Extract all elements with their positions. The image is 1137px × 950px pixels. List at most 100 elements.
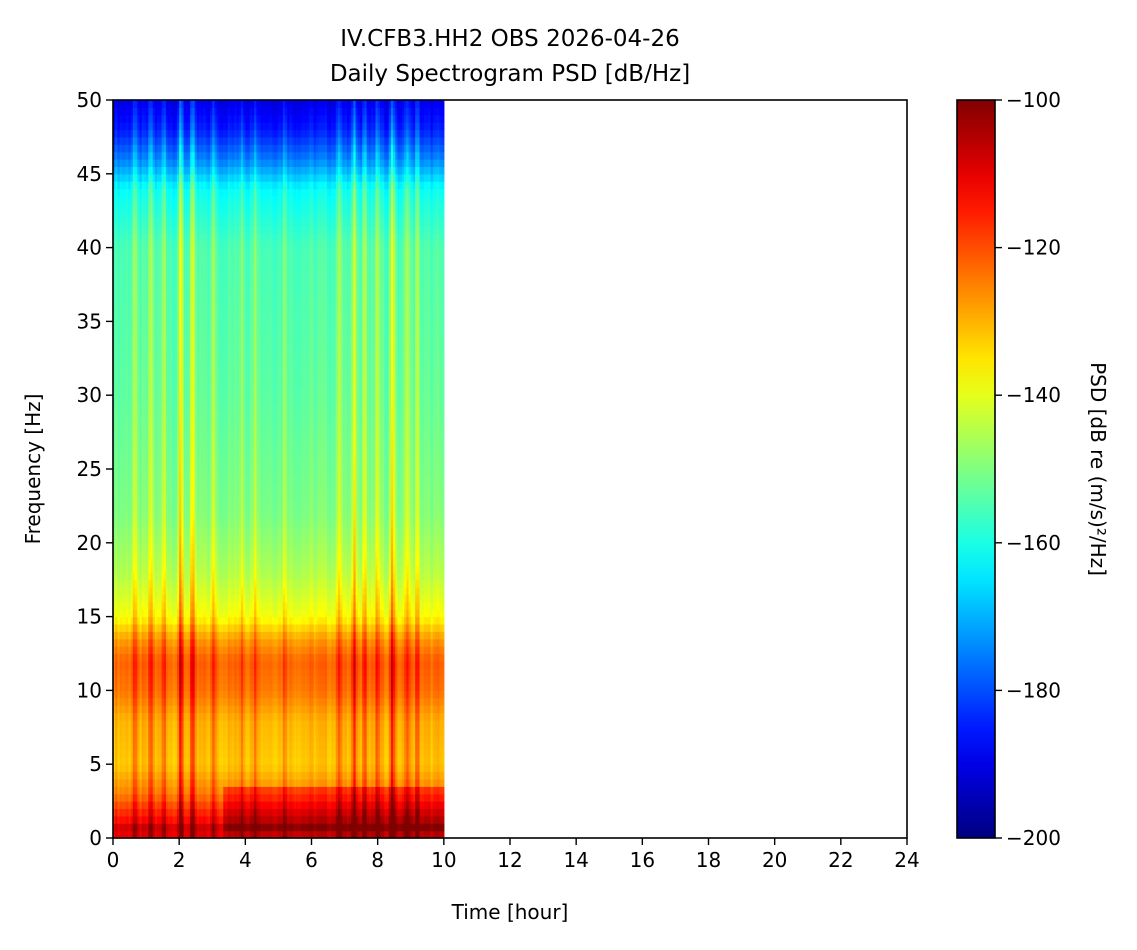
- heatmap-cell: [141, 469, 145, 477]
- heatmap-cell: [152, 601, 156, 610]
- heatmap-cell: [135, 240, 138, 249]
- heatmap-cell: [154, 284, 158, 293]
- heatmap-cell: [181, 528, 185, 537]
- heatmap-cell: [143, 151, 147, 160]
- heatmap-cell: [143, 498, 147, 507]
- heatmap-cell: [154, 439, 158, 448]
- heatmap-cell: [174, 491, 178, 500]
- heatmap-cell: [179, 616, 182, 625]
- heatmap-cell: [161, 373, 165, 382]
- heatmap-cell: [176, 616, 180, 625]
- heatmap-cell: [159, 801, 163, 810]
- heatmap-cell: [135, 328, 138, 337]
- heatmap-cell: [181, 587, 185, 596]
- heatmap-cell: [159, 358, 163, 367]
- heatmap-cell: [168, 675, 171, 684]
- heatmap-cell: [113, 446, 116, 455]
- heatmap-cell: [135, 365, 138, 374]
- heatmap-cell: [121, 277, 125, 286]
- heatmap-cell: [172, 195, 176, 204]
- heatmap-cell: [143, 631, 147, 640]
- heatmap-cell: [159, 727, 163, 736]
- heatmap-cell: [165, 395, 169, 404]
- heatmap-cell: [124, 815, 127, 824]
- heatmap-cell: [115, 188, 119, 197]
- heatmap-cell: [128, 269, 132, 278]
- heatmap-cell: [181, 195, 185, 204]
- heatmap-cell: [141, 277, 145, 286]
- heatmap-cell: [139, 136, 143, 145]
- heatmap-cell: [174, 454, 178, 463]
- heatmap-cell: [163, 299, 167, 308]
- heatmap-cell: [181, 572, 185, 581]
- heatmap-cell: [152, 683, 156, 691]
- heatmap-cell: [130, 587, 134, 596]
- heatmap-cell: [165, 579, 169, 588]
- heatmap-cell: [157, 144, 160, 153]
- heatmap-cell: [143, 358, 147, 367]
- heatmap-cell: [170, 306, 174, 315]
- heatmap-cell: [161, 616, 165, 625]
- heatmap-cell: [128, 483, 132, 492]
- heatmap-cell: [168, 513, 171, 522]
- heatmap-cell: [187, 594, 191, 603]
- heatmap-cell: [139, 151, 143, 160]
- heatmap-cell: [165, 771, 169, 780]
- heatmap-cell: [124, 668, 127, 677]
- heatmap-cell: [126, 815, 130, 824]
- heatmap-cell: [176, 815, 180, 824]
- heatmap-cell: [159, 653, 163, 662]
- heatmap-cell: [128, 181, 132, 190]
- heatmap-cell: [163, 505, 167, 514]
- heatmap-cell: [170, 225, 174, 234]
- heatmap-cell: [165, 269, 169, 278]
- heatmap-cell: [181, 269, 185, 278]
- heatmap-cell: [168, 764, 171, 773]
- heatmap-cell: [183, 638, 187, 647]
- heatmap-cell: [132, 247, 136, 256]
- heatmap-cell: [150, 719, 154, 728]
- heatmap-cell: [170, 387, 174, 396]
- heatmap-cell: [157, 181, 160, 190]
- heatmap-cell: [165, 328, 169, 337]
- heatmap-cell: [113, 705, 116, 714]
- heatmap-cell: [152, 151, 156, 160]
- heatmap-cell: [187, 683, 191, 691]
- heatmap-cell: [132, 299, 136, 308]
- heatmap-cell: [121, 299, 125, 308]
- heatmap-cell: [183, 631, 187, 640]
- heatmap-cell: [183, 409, 187, 418]
- heatmap-cell: [146, 808, 149, 817]
- heatmap-cell: [117, 528, 121, 537]
- heatmap-cell: [181, 690, 185, 699]
- heatmap-cell: [159, 535, 163, 544]
- heatmap-cell: [132, 579, 136, 588]
- heatmap-cell: [150, 203, 154, 212]
- heatmap-cell: [115, 409, 119, 418]
- heatmap-cell: [170, 601, 174, 610]
- heatmap-cell: [181, 100, 185, 108]
- heatmap-cell: [148, 734, 152, 743]
- heatmap-cell: [170, 483, 174, 492]
- heatmap-cell: [157, 402, 160, 411]
- heatmap-cell: [161, 631, 165, 640]
- heatmap-cell: [130, 801, 134, 810]
- heatmap-cell: [179, 646, 182, 655]
- heatmap-cell: [113, 181, 116, 190]
- heatmap-cell: [185, 144, 189, 153]
- heatmap-cell: [159, 314, 163, 322]
- heatmap-cell: [115, 815, 119, 824]
- heatmap-cell: [163, 749, 167, 758]
- heatmap-cell: [139, 284, 143, 293]
- heatmap-cell: [115, 107, 119, 116]
- heatmap-cell: [135, 528, 138, 537]
- heatmap-cell: [163, 269, 167, 278]
- heatmap-cell: [135, 609, 138, 618]
- heatmap-cell: [135, 638, 138, 647]
- heatmap-cell: [172, 343, 176, 352]
- heatmap-cell: [185, 683, 189, 691]
- heatmap-cell: [128, 786, 132, 795]
- heatmap-cell: [121, 454, 125, 463]
- heatmap-cell: [119, 579, 123, 588]
- heatmap-cell: [168, 609, 171, 618]
